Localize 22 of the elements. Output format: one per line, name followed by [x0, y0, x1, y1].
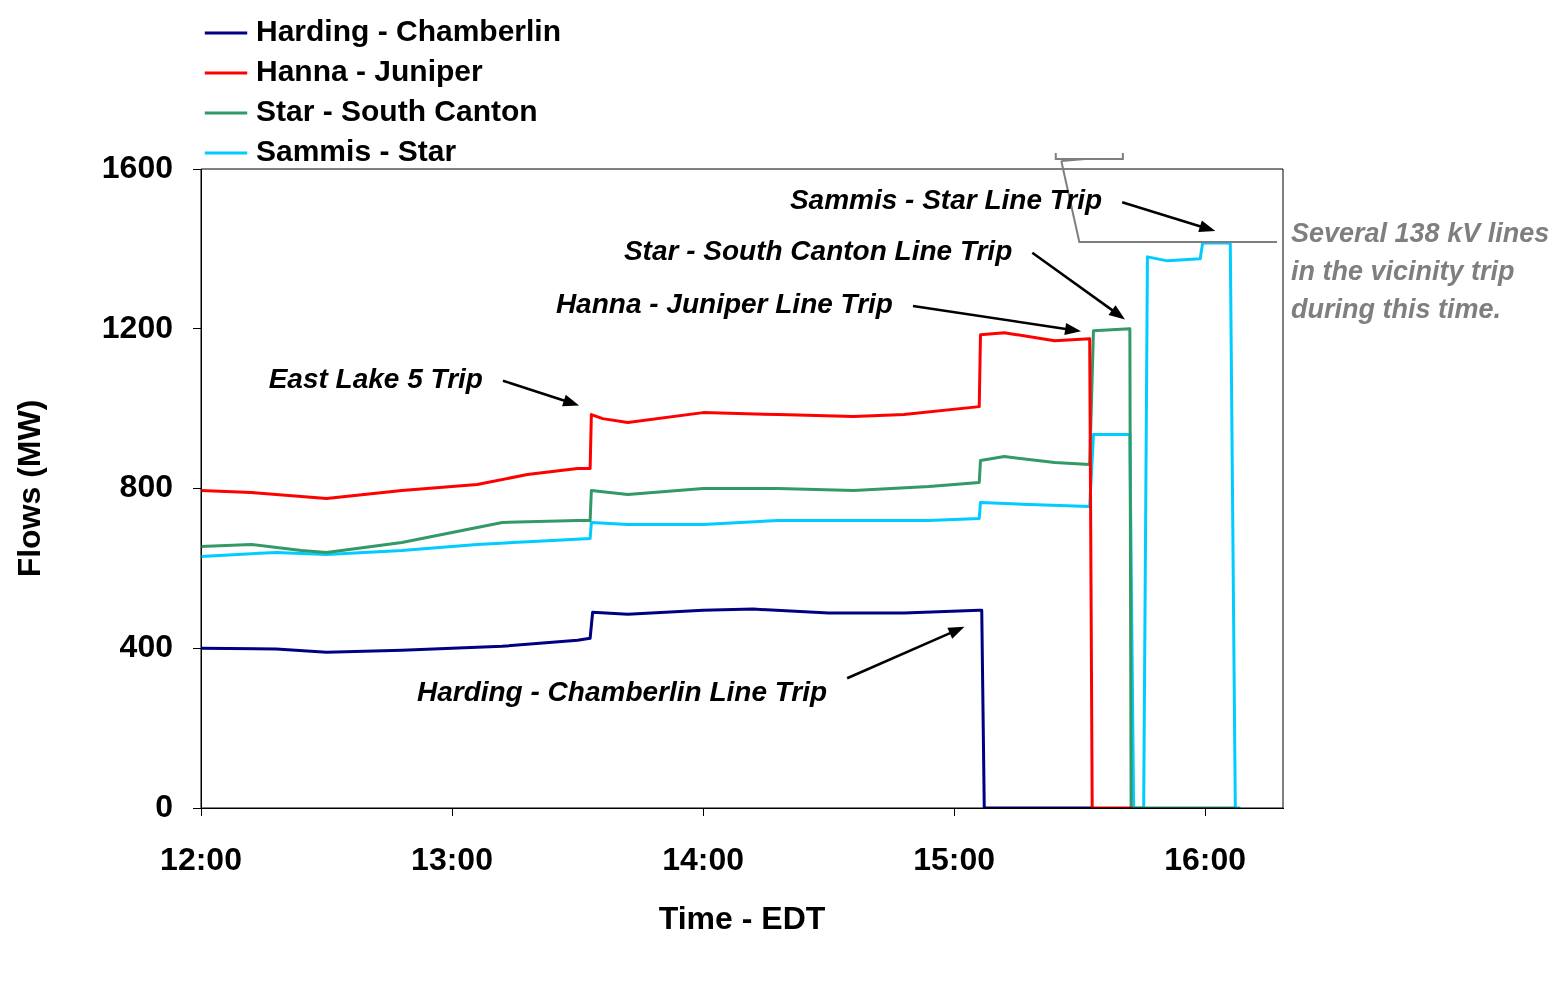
- x-tick-label: 14:00: [662, 841, 745, 878]
- y-axis-title: Flows (MW): [11, 399, 48, 578]
- legend-label: Hanna - Juniper: [256, 54, 484, 88]
- x-tick-label: 13:00: [411, 841, 493, 878]
- annotation: Sammis - Star Line Trip: [789, 184, 1103, 217]
- legend-label: Sammis - Star: [256, 134, 457, 168]
- annotation: Hanna - Juniper Line Trip: [555, 287, 893, 320]
- x-tick-label: 12:00: [160, 841, 242, 878]
- text: Several 138 kV lines in the vicinity trip during this time.: [1291, 217, 1551, 326]
- x-tick-label: 15:00: [913, 841, 996, 878]
- annotation: Star - South Canton Line Trip: [623, 234, 1013, 267]
- legend-label: Star - South Canton: [256, 94, 538, 128]
- annotation: Harding - Chamberlin Line Trip: [416, 676, 828, 709]
- x-axis-title: Time - EDT: [658, 899, 826, 936]
- x-tick-label: 16:00: [1164, 841, 1247, 878]
- annotation: East Lake 5 Trip: [268, 362, 483, 395]
- y-tick-label: 0: [155, 787, 173, 824]
- legend-label: Harding - Chamberlin: [256, 14, 562, 48]
- y-tick-label: 800: [119, 468, 173, 505]
- y-tick-label: 1600: [101, 148, 173, 185]
- y-tick-label: 400: [119, 628, 173, 665]
- y-tick-label: 1200: [101, 308, 173, 345]
